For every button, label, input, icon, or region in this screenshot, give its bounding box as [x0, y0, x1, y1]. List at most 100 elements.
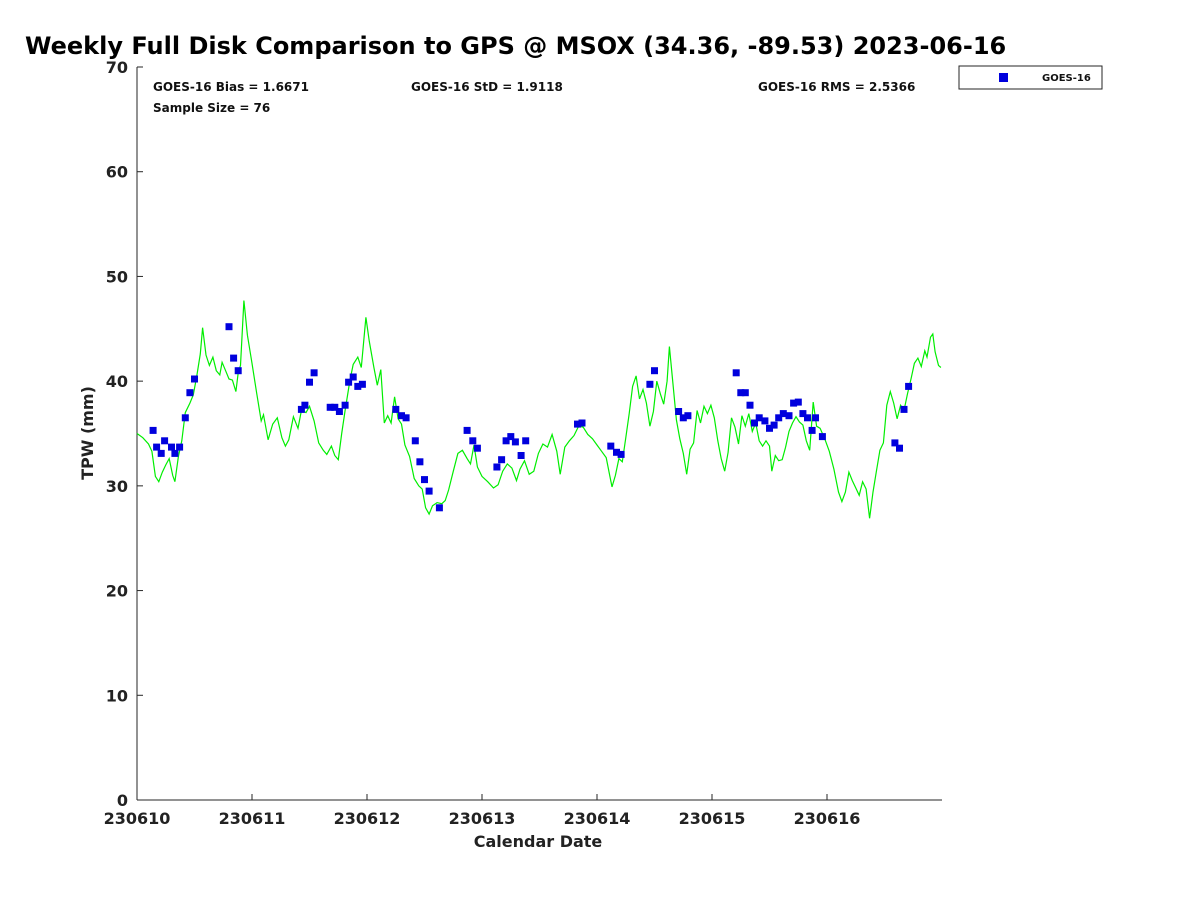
legend-marker-goes16	[999, 73, 1008, 82]
legend: GOES-16	[958, 65, 1103, 90]
goes16-point	[511, 438, 519, 446]
goes16-point	[186, 389, 194, 397]
legend-box	[958, 65, 1103, 90]
goes16-point	[804, 414, 811, 422]
gps-line-series	[136, 300, 942, 519]
goes16-scatter-series	[149, 323, 913, 512]
goes16-point	[790, 399, 798, 407]
goes16-point	[779, 410, 787, 418]
goes16-point	[741, 389, 749, 397]
goes16-point	[679, 414, 687, 422]
goes16-point	[737, 389, 745, 397]
goes16-point	[785, 412, 793, 420]
stat-sample-size: Sample Size = 76	[153, 101, 270, 115]
stat-bias: GOES-16 Bias = 1.6671	[153, 80, 309, 94]
y-tick-label: 60	[106, 163, 128, 182]
y-tick-label: 0	[117, 791, 128, 810]
goes16-point	[168, 443, 175, 451]
y-tick-label: 40	[106, 372, 128, 391]
goes16-point	[161, 437, 169, 445]
goes16-point	[891, 439, 899, 447]
goes16-point	[732, 369, 740, 377]
goes16-point	[402, 414, 410, 422]
goes16-point	[578, 419, 586, 427]
goes16-point	[766, 424, 773, 432]
goes16-point	[425, 487, 433, 495]
goes16-point	[341, 401, 349, 409]
x-tick-label: 230610	[104, 809, 171, 828]
y-tick-label: 50	[106, 267, 128, 286]
goes16-point	[751, 419, 758, 427]
goes16-point	[230, 354, 238, 362]
goes16-point	[574, 420, 581, 428]
goes16-point	[153, 443, 161, 451]
goes16-point	[502, 437, 510, 445]
goes16-point	[746, 401, 754, 409]
goes16-point	[310, 369, 318, 377]
goes16-point	[498, 456, 506, 464]
goes16-point	[675, 408, 683, 415]
gps-line	[136, 300, 942, 519]
goes16-point	[794, 398, 802, 406]
goes16-point	[416, 458, 424, 466]
goes16-point	[421, 476, 428, 484]
goes16-point	[905, 382, 913, 390]
goes16-point	[411, 437, 419, 445]
goes16-point	[335, 408, 343, 415]
goes16-point	[493, 463, 501, 471]
goes16-point	[157, 449, 165, 457]
goes16-point	[326, 403, 334, 411]
x-tick-label: 230612	[334, 809, 401, 828]
goes16-point	[646, 380, 654, 388]
goes16-point	[469, 437, 477, 445]
x-tick-label: 230615	[679, 809, 746, 828]
goes16-point	[818, 433, 826, 441]
goes16-point	[812, 414, 819, 422]
goes16-point	[225, 323, 233, 331]
goes16-point	[517, 452, 525, 459]
goes16-point	[507, 433, 515, 441]
legend-label-goes16: GOES-16	[1042, 73, 1091, 84]
goes16-point	[171, 449, 179, 457]
goes16-point	[617, 450, 625, 458]
goes16-point	[398, 412, 405, 420]
goes16-point	[755, 414, 763, 422]
goes16-point	[607, 442, 615, 450]
goes16-point	[770, 421, 778, 429]
goes16-point	[191, 375, 198, 383]
goes16-point	[234, 367, 242, 375]
goes16-point	[149, 426, 157, 434]
x-tick-label: 230614	[564, 809, 631, 828]
x-tick-label: 230616	[794, 809, 861, 828]
goes16-point	[354, 382, 362, 390]
y-tick-label: 30	[106, 477, 128, 496]
x-tick-label: 230611	[219, 809, 286, 828]
stat-std: GOES-16 StD = 1.9118	[411, 80, 563, 94]
goes16-point	[349, 373, 357, 381]
goes16-point	[358, 380, 366, 388]
x-axis-ticks: 230610 230611 230612 230613 230614 230615 2306…	[104, 794, 861, 828]
plot-area: 0 10 20 30 40 50 60 70 230610 230611 230612 230613…	[104, 58, 942, 828]
goes16-point	[473, 444, 481, 452]
y-axis-ticks: 0 10 20 30 40 50 60 70	[106, 58, 143, 810]
goes16-point	[463, 426, 471, 434]
x-axis-label: Calendar Date	[474, 832, 603, 851]
goes16-point	[301, 401, 309, 409]
x-tick-label: 230613	[449, 809, 516, 828]
goes16-point	[176, 443, 184, 451]
goes16-point	[345, 378, 353, 386]
goes16-point	[297, 405, 305, 413]
goes16-point	[684, 412, 692, 420]
goes16-point	[808, 426, 816, 434]
y-tick-label: 20	[106, 582, 128, 601]
goes16-point	[522, 437, 530, 445]
goes16-point	[435, 504, 443, 512]
goes16-point	[761, 417, 769, 425]
goes16-point	[651, 367, 658, 375]
goes16-point	[775, 414, 783, 422]
goes16-point	[392, 405, 400, 413]
goes16-point	[900, 405, 908, 413]
goes16-point	[331, 403, 339, 411]
goes16-point	[799, 410, 807, 418]
